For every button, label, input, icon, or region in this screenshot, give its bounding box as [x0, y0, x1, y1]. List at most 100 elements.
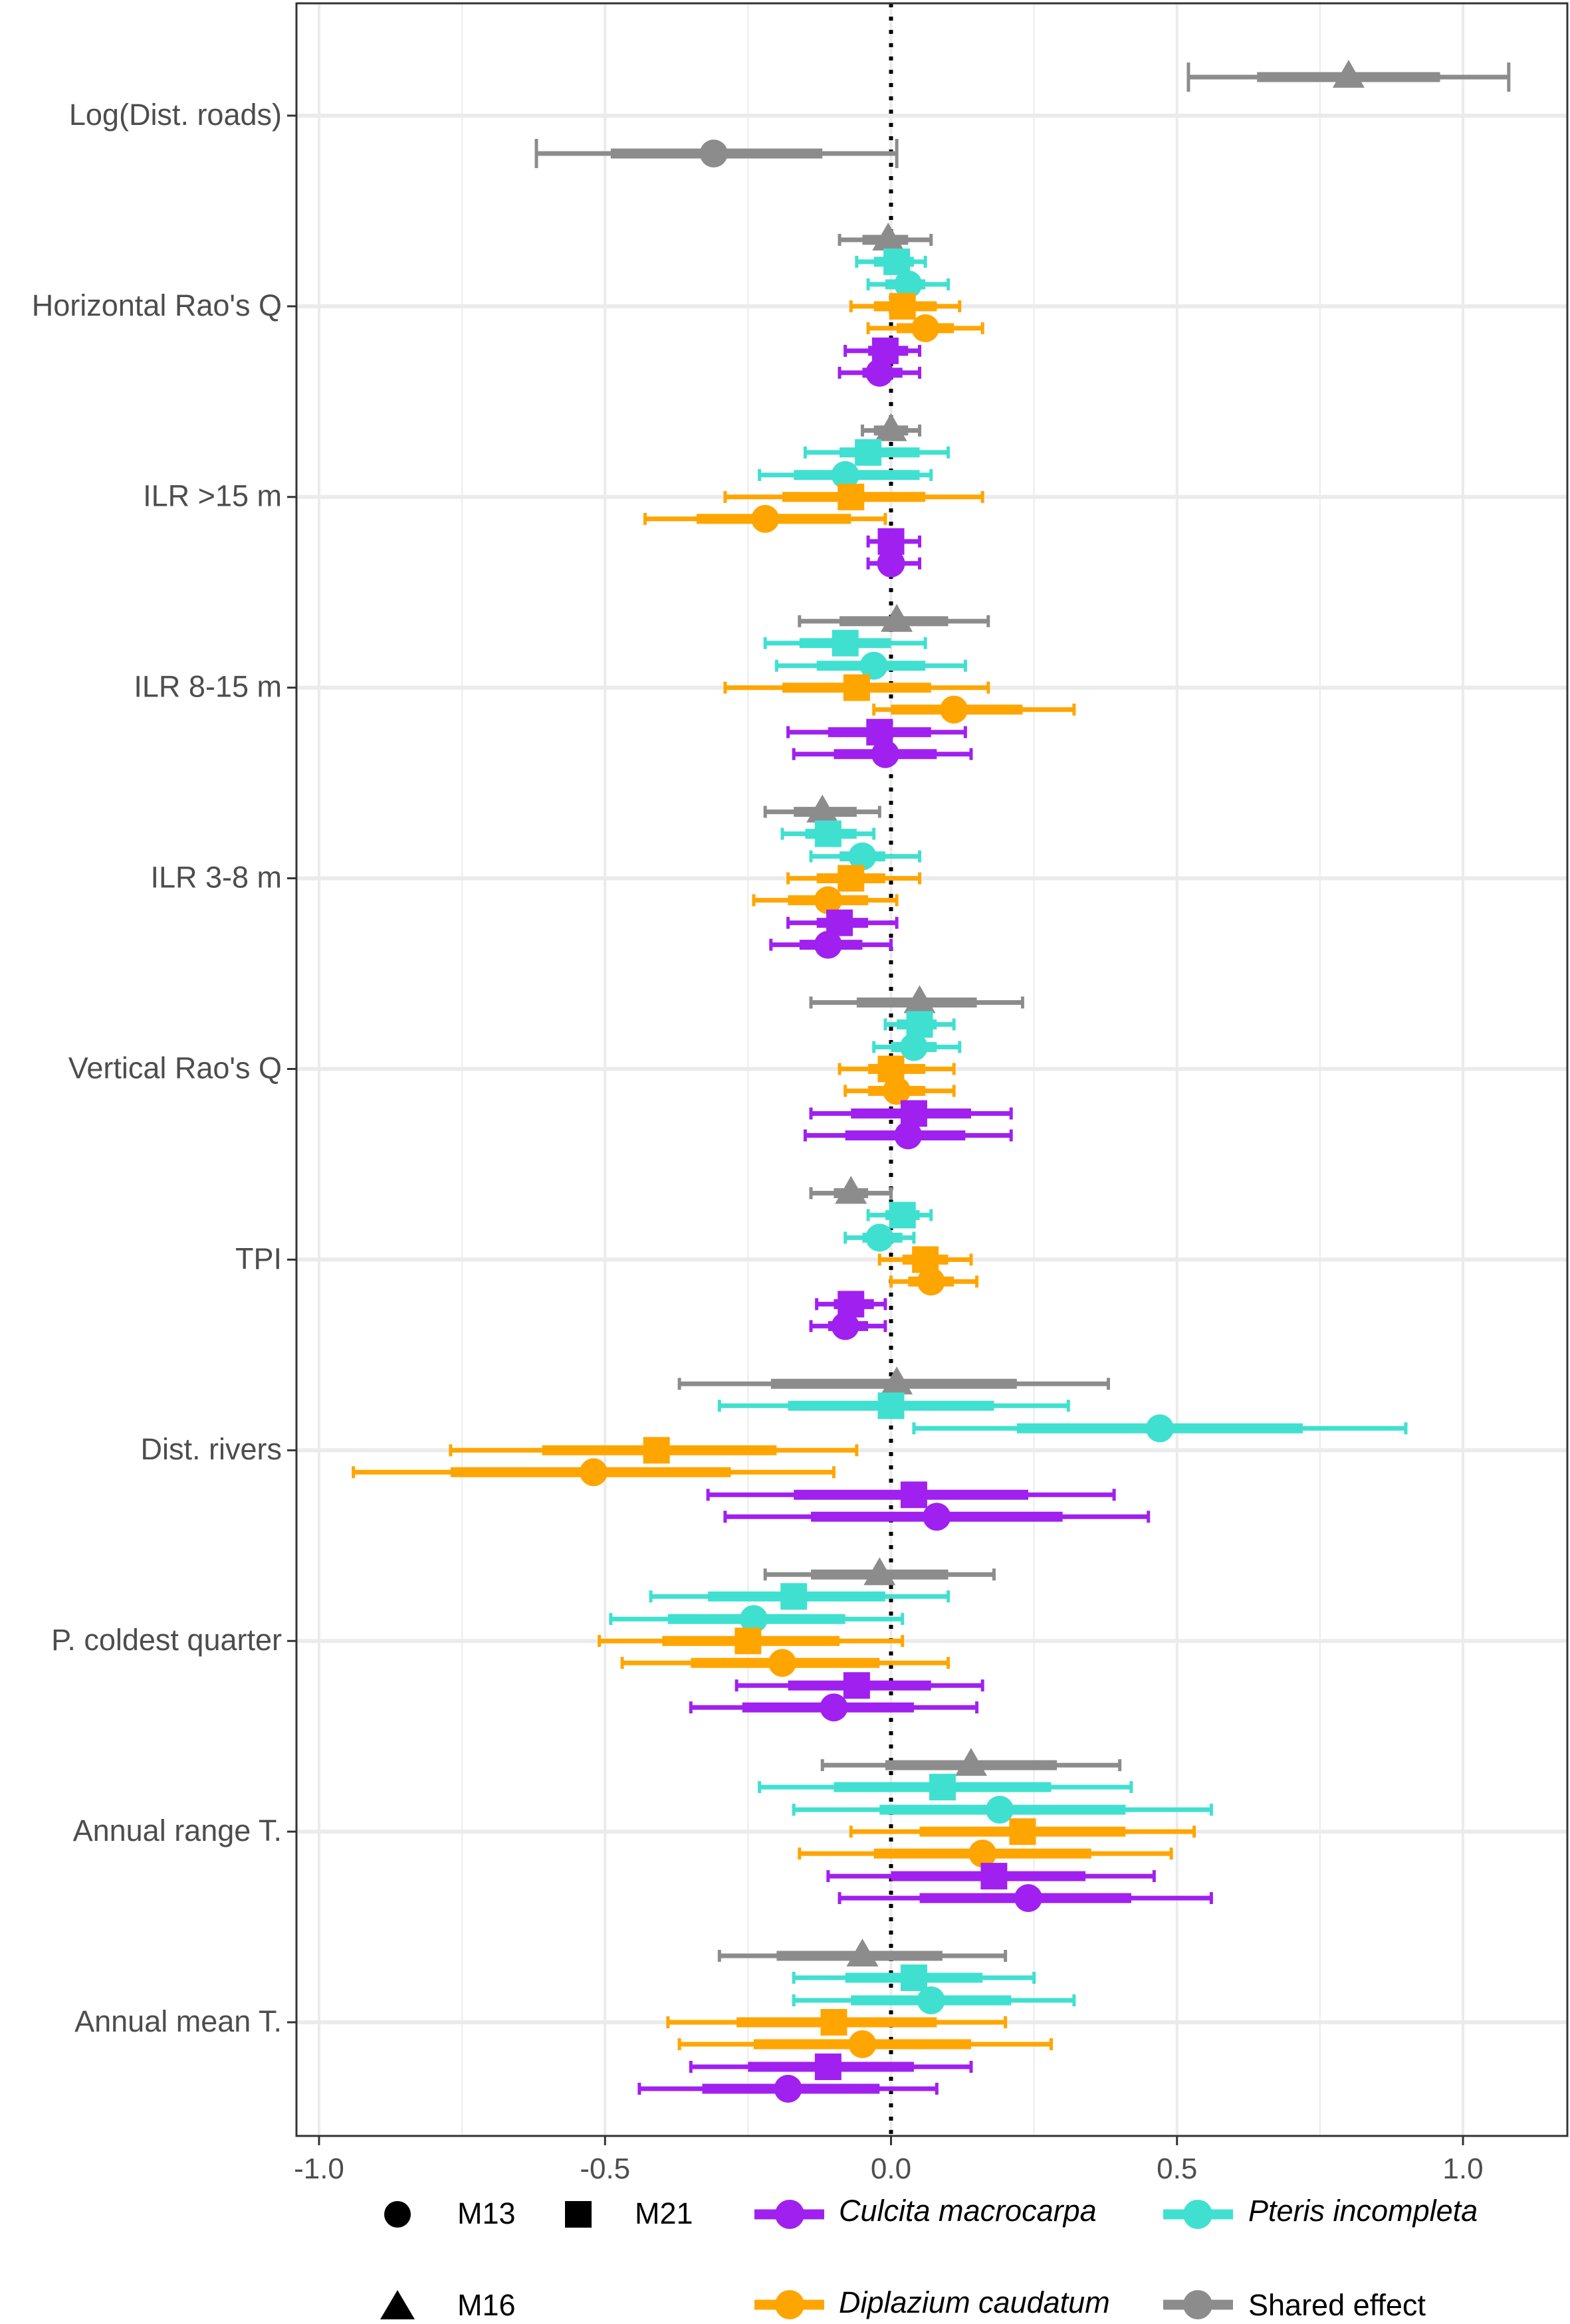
circle-icon	[1183, 2200, 1212, 2229]
point-circle	[894, 1121, 923, 1150]
legend-label-m13: M13	[457, 2196, 516, 2230]
estimate-culcita-m13	[637, 2075, 939, 2103]
estimate-culcita-m21	[826, 1863, 1156, 1890]
estimate-culcita-m21	[843, 337, 922, 364]
point-circle	[1014, 1884, 1043, 1913]
legend-label-diplazium: Diplazium caudatum	[839, 2285, 1110, 2319]
legend-item-m21: M21	[565, 2196, 693, 2230]
point-triangle	[1332, 60, 1365, 88]
point-circle	[814, 886, 842, 914]
estimate-diplazium-m21	[723, 674, 990, 701]
estimate-diplazium-m13	[352, 1458, 836, 1487]
point-square	[814, 2054, 841, 2080]
estimate-culcita-m13	[866, 549, 922, 578]
point-square	[855, 439, 882, 466]
estimate-shared-m16	[763, 1557, 996, 1586]
legend-label-culcita: Culcita macrocarpa	[839, 2194, 1097, 2228]
y-tick-label: ILR 3-8 m	[150, 860, 282, 894]
estimate-diplazium-m21	[838, 1055, 956, 1083]
point-square	[814, 820, 841, 847]
estimate-shared-m13	[534, 139, 899, 168]
estimate-diplazium-m13	[866, 314, 984, 342]
point-square	[832, 629, 859, 657]
estimate-shared-m16	[809, 1176, 893, 1204]
point-circle	[859, 651, 888, 680]
legend-item-diplazium: Diplazium caudatum	[754, 2285, 1110, 2319]
estimate-culcita-m21	[809, 1100, 1013, 1127]
estimate-diplazium-m21	[849, 292, 962, 320]
point-square	[900, 1964, 927, 1991]
estimate-shared-m16	[798, 603, 990, 632]
estimate-shared-m16	[677, 1366, 1110, 1395]
estimate-diplazium-m13	[798, 1840, 1173, 1868]
estimate-diplazium-m13	[677, 2030, 1053, 2058]
circle-icon	[1183, 2290, 1212, 2319]
estimate-culcita-m13	[803, 1121, 1013, 1150]
x-tick-label: -0.5	[580, 2153, 630, 2185]
point-circle	[739, 1605, 768, 1634]
point-circle	[848, 2030, 877, 2058]
legend-label-shared: Shared effect	[1248, 2288, 1426, 2322]
point-circle	[923, 1503, 951, 1531]
point-circle	[940, 695, 968, 724]
estimate-culcita-m13	[689, 1693, 979, 1722]
point-circle	[865, 358, 894, 387]
point-circle	[871, 740, 899, 768]
y-tick-label: Vertical Rao's Q	[68, 1051, 282, 1085]
estimate-diplazium-m13	[620, 1649, 951, 1677]
point-square	[1009, 1818, 1036, 1846]
estimate-diplazium-m13	[643, 504, 887, 533]
y-tick-label: Annual range T.	[73, 1814, 282, 1848]
point-circle	[814, 930, 842, 959]
circle-icon	[384, 2201, 411, 2228]
estimate-culcita-m13	[838, 358, 922, 387]
estimate-pteris-m21	[883, 1011, 956, 1038]
point-square	[980, 1863, 1008, 1890]
square-icon	[565, 2201, 592, 2228]
point-triangle	[806, 794, 839, 823]
estimate-pteris-m13	[792, 1796, 1213, 1824]
point-square	[820, 2009, 847, 2036]
point-triangle	[863, 1557, 896, 1586]
legend-label-m16: M16	[457, 2288, 516, 2322]
legend-item-shared: Shared effect	[1163, 2288, 1426, 2322]
point-circle	[865, 1223, 894, 1252]
estimate-diplazium-m13	[872, 695, 1076, 724]
triangle-icon	[380, 2290, 415, 2319]
estimate-diplazium-m21	[786, 865, 922, 892]
point-circle	[1145, 1414, 1174, 1443]
point-square	[843, 674, 870, 701]
x-axis-labels: -1.0 -0.5 0.0 0.5 1.0	[294, 2136, 1484, 2185]
point-circle	[985, 1796, 1014, 1824]
y-tick-label: ILR >15 m	[143, 479, 282, 513]
x-tick-label: 0.0	[871, 2153, 911, 2185]
point-circle	[911, 314, 940, 342]
estimate-pteris-m13	[843, 1223, 916, 1252]
point-circle	[917, 1986, 945, 2014]
point-circle	[877, 549, 905, 578]
point-triangle	[846, 1939, 879, 1966]
estimate-pteris-m21	[763, 629, 927, 657]
point-circle	[768, 1649, 797, 1677]
estimate-culcita-m21	[815, 1291, 887, 1318]
legend-item-culcita: Culcita macrocarpa	[754, 2194, 1097, 2229]
y-tick-label: TPI	[235, 1241, 282, 1275]
estimate-diplazium-m13	[889, 1267, 979, 1296]
estimate-culcita-m21	[734, 1672, 984, 1699]
estimate-culcita-m13	[723, 1503, 1151, 1531]
point-circle	[580, 1458, 608, 1487]
estimate-culcita-m21	[706, 1481, 1116, 1509]
estimate-pteris-m21	[649, 1583, 951, 1610]
point-square	[900, 1481, 927, 1509]
point-circle	[899, 1033, 928, 1061]
legend-item-m13: M13	[384, 2196, 516, 2230]
estimate-diplazium-m13	[843, 1077, 956, 1105]
estimate-pteris-m21	[855, 248, 927, 275]
point-square	[843, 1672, 870, 1699]
point-square	[734, 1628, 762, 1655]
point-circle	[917, 1267, 945, 1296]
estimate-diplazium-m21	[666, 2009, 1008, 2036]
estimate-shared-m16	[838, 222, 933, 251]
estimate-diplazium-m21	[849, 1818, 1196, 1846]
